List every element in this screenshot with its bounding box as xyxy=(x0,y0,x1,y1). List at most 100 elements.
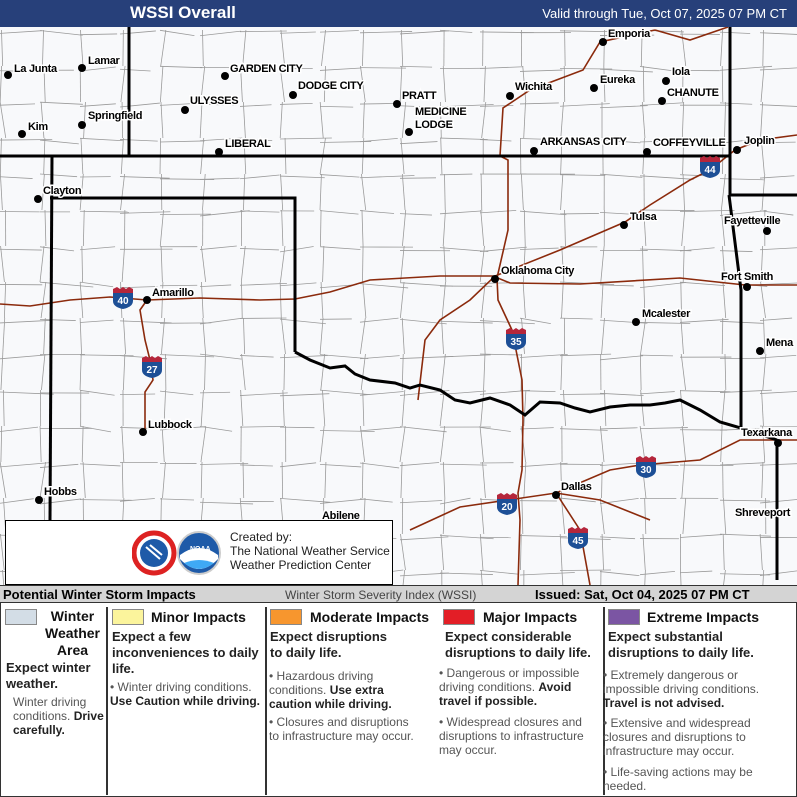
county-line xyxy=(722,245,726,283)
svg-text:DODGE CITY: DODGE CITY xyxy=(298,80,364,92)
noaa-logo-icon: NOAA xyxy=(177,531,221,575)
county-line xyxy=(599,571,640,577)
county-line xyxy=(119,427,156,429)
county-line xyxy=(482,461,486,499)
county-line xyxy=(0,319,52,324)
county-line xyxy=(279,497,331,503)
county-line xyxy=(640,29,643,67)
legend-major: Major Impacts Expect considerable disrup… xyxy=(439,609,591,757)
county-line xyxy=(242,101,246,139)
county-line xyxy=(441,281,446,319)
county-line xyxy=(643,209,647,247)
county-line xyxy=(399,425,406,463)
county-line xyxy=(42,29,44,67)
svg-text:Tulsa: Tulsa xyxy=(630,211,658,223)
county-line xyxy=(359,317,399,323)
svg-text:Iola: Iola xyxy=(672,66,691,78)
county-line xyxy=(679,247,715,252)
svg-text:Amarillo: Amarillo xyxy=(152,287,194,299)
svg-text:Fayetteville: Fayetteville xyxy=(724,215,781,227)
footer-index-name: Winter Storm Severity Index (WSSI) xyxy=(285,588,477,602)
county-line xyxy=(199,353,242,360)
county-line xyxy=(639,175,694,180)
city-coffeyville: COFFEYVILLE xyxy=(643,136,727,156)
county-line xyxy=(321,29,326,67)
interstate-number: 27 xyxy=(146,365,158,376)
county-line xyxy=(159,426,206,431)
svg-text:MEDICINE: MEDICINE xyxy=(415,106,466,118)
interstate-40-shield-icon: 40 xyxy=(113,287,133,309)
county-line xyxy=(119,498,155,502)
county-line xyxy=(0,65,2,103)
county-line xyxy=(239,464,273,467)
city-texarkana: Texarkana xyxy=(740,426,795,447)
city-iola: Iola xyxy=(662,65,693,85)
county-line xyxy=(79,246,116,251)
county-line xyxy=(279,65,285,103)
county-line xyxy=(560,497,566,535)
city-tulsa: Tulsa xyxy=(620,210,659,229)
county-line xyxy=(0,70,34,72)
county-line xyxy=(79,103,116,107)
interstate-35-route xyxy=(496,29,656,585)
county-line xyxy=(79,353,82,391)
county-line xyxy=(523,209,526,247)
county-line xyxy=(82,461,86,499)
county-line xyxy=(280,29,286,67)
county-line xyxy=(83,101,86,139)
wssi-map[interactable]: La Junta Lamar Kim Springfield GARDEN CI… xyxy=(0,27,797,585)
city-liberal: LIBERAL xyxy=(215,137,273,156)
county-line xyxy=(281,317,286,355)
county-line xyxy=(442,65,446,103)
county-line xyxy=(439,173,473,176)
county-line xyxy=(39,30,83,36)
county-line xyxy=(599,211,649,216)
county-line xyxy=(402,209,407,247)
county-line xyxy=(319,174,360,178)
county-line xyxy=(599,105,648,109)
county-line xyxy=(599,425,605,463)
svg-text:Fort Smith: Fort Smith xyxy=(721,271,774,283)
county-line xyxy=(241,353,246,391)
county-line xyxy=(599,139,641,144)
county-line xyxy=(639,427,688,430)
county-line xyxy=(399,318,447,325)
county-line xyxy=(644,569,646,585)
county-line xyxy=(599,497,605,535)
county-line xyxy=(761,461,764,499)
county-line xyxy=(399,177,437,179)
county-line xyxy=(401,173,406,211)
city-abilene: Abilene xyxy=(321,509,362,524)
county-line xyxy=(39,246,75,252)
county-line xyxy=(561,281,564,319)
county-line xyxy=(79,317,82,355)
county-line xyxy=(400,461,403,499)
footer-title: Potential Winter Storm Impacts xyxy=(3,587,196,602)
county-line xyxy=(679,139,717,144)
svg-text:Mcalester: Mcalester xyxy=(642,308,691,320)
county-line xyxy=(440,101,442,139)
county-line xyxy=(679,209,735,212)
county-line xyxy=(639,282,687,289)
county-line xyxy=(601,461,603,499)
county-line xyxy=(1,29,4,67)
county-line xyxy=(202,29,204,67)
county-line xyxy=(719,389,772,393)
highway-route xyxy=(654,27,729,41)
county-line xyxy=(519,535,567,538)
svg-text:GARDEN CITY: GARDEN CITY xyxy=(230,63,303,75)
county-line xyxy=(442,461,446,499)
interstate-number: 40 xyxy=(117,296,129,307)
county-line xyxy=(759,104,797,107)
county-line xyxy=(0,101,7,139)
county-line xyxy=(359,317,366,355)
county-line xyxy=(563,65,566,103)
county-line xyxy=(119,286,158,289)
svg-text:ULYSSES: ULYSSES xyxy=(190,95,238,107)
county-line xyxy=(519,354,568,358)
issued-time: Issued: Sat, Oct 04, 2025 07 PM CT xyxy=(535,587,750,602)
county-line xyxy=(159,209,164,247)
county-line xyxy=(559,497,596,503)
county-line xyxy=(39,281,94,288)
svg-text:Lamar: Lamar xyxy=(88,55,121,67)
